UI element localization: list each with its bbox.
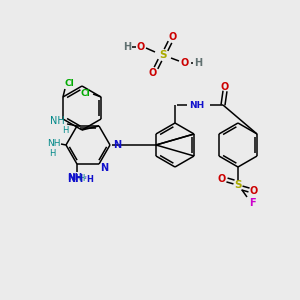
Text: H: H <box>87 175 93 184</box>
Text: O: O <box>137 42 145 52</box>
Text: N: N <box>113 140 121 150</box>
Text: O: O <box>181 58 189 68</box>
Text: O: O <box>218 174 226 184</box>
Text: NH: NH <box>68 172 82 182</box>
Text: O: O <box>250 186 258 196</box>
Text: N: N <box>100 163 108 173</box>
Text: H: H <box>123 42 131 52</box>
Text: O: O <box>169 32 177 42</box>
Text: NH: NH <box>50 116 64 126</box>
Text: NH: NH <box>47 139 61 148</box>
Text: H: H <box>49 148 55 158</box>
Text: NH: NH <box>189 100 205 109</box>
Text: H: H <box>194 58 202 68</box>
Text: O: O <box>221 82 229 92</box>
Text: F: F <box>249 198 255 208</box>
Text: NH: NH <box>67 174 83 184</box>
Text: Cl: Cl <box>80 88 90 98</box>
Text: S: S <box>159 50 167 60</box>
Text: Cl: Cl <box>64 79 74 88</box>
Text: O: O <box>149 68 157 78</box>
Text: H: H <box>78 174 84 183</box>
Text: ₂: ₂ <box>84 174 86 180</box>
Text: H: H <box>62 126 68 135</box>
Text: S: S <box>234 180 242 190</box>
